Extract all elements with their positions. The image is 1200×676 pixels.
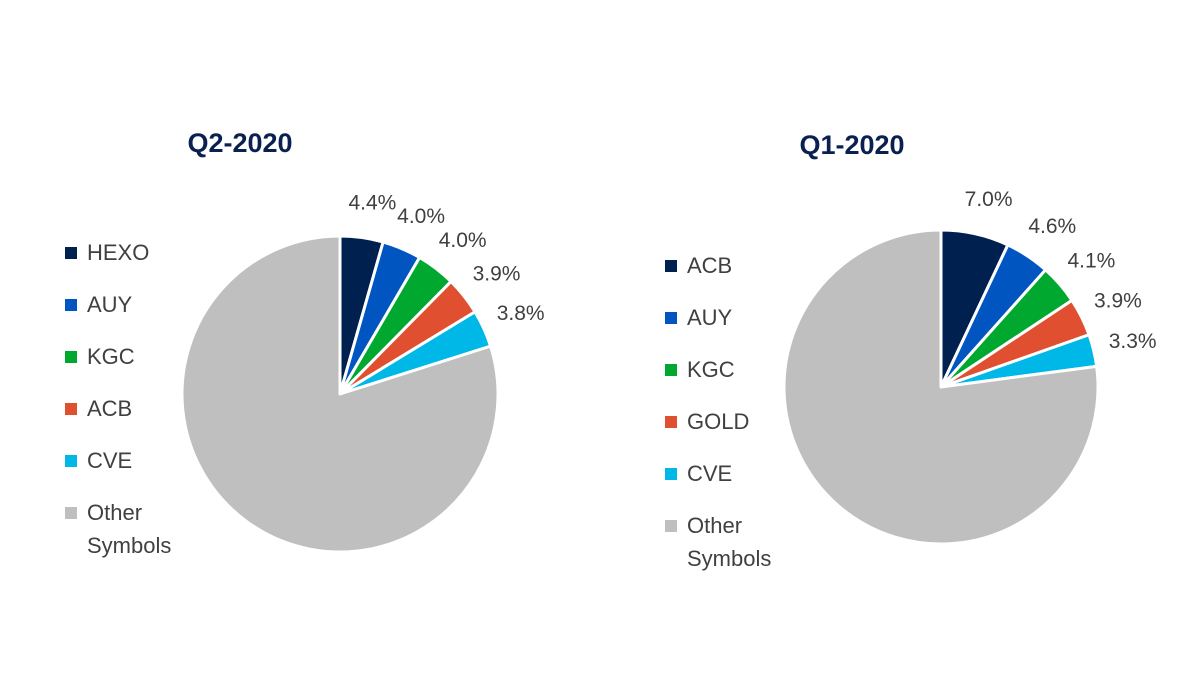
data-label: 3.9% bbox=[1094, 289, 1142, 312]
legend-label: ACB bbox=[687, 253, 733, 278]
legend-label: KGC bbox=[87, 344, 135, 369]
legend-item: KGC bbox=[65, 340, 180, 373]
legend-item: ACB bbox=[65, 392, 180, 425]
legend-item: GOLD bbox=[665, 405, 780, 438]
data-label: 3.3% bbox=[1109, 330, 1157, 353]
legend-label: CVE bbox=[87, 448, 133, 473]
legend-swatch bbox=[665, 364, 677, 376]
data-label: 4.4% bbox=[348, 191, 396, 214]
legend-label: Other Symbols bbox=[687, 513, 772, 571]
legend-label: Other Symbols bbox=[87, 500, 172, 558]
pie-slice bbox=[180, 234, 500, 554]
legend-swatch bbox=[665, 468, 677, 480]
legend-swatch bbox=[665, 520, 677, 532]
legend-swatch bbox=[65, 507, 77, 519]
legend-label: AUY bbox=[687, 305, 733, 330]
legend-swatch bbox=[665, 260, 677, 272]
legend-item: HEXO bbox=[65, 236, 180, 269]
legend-item: CVE bbox=[65, 444, 180, 477]
legend-item: Other Symbols bbox=[65, 496, 180, 562]
legend-label: ACB bbox=[87, 396, 133, 421]
legend-label: HEXO bbox=[87, 240, 150, 265]
legend-swatch bbox=[65, 351, 77, 363]
data-label: 4.1% bbox=[1067, 250, 1115, 273]
data-label: 3.8% bbox=[497, 302, 545, 325]
legend-swatch bbox=[665, 416, 677, 428]
legend-label: GOLD bbox=[687, 409, 750, 434]
legend-swatch bbox=[65, 299, 77, 311]
legend-swatch bbox=[665, 312, 677, 324]
legend-swatch bbox=[65, 455, 77, 467]
legend-item: Other Symbols bbox=[665, 509, 780, 575]
legend-item: ACB bbox=[665, 249, 780, 282]
data-label: 4.0% bbox=[439, 229, 487, 252]
data-label: 3.9% bbox=[473, 262, 521, 285]
legend-item: AUY bbox=[665, 301, 780, 334]
chart-title: Q1-2020 bbox=[799, 130, 904, 160]
legend-label: CVE bbox=[687, 461, 733, 486]
data-label: 4.6% bbox=[1028, 215, 1076, 238]
legend-label: AUY bbox=[87, 292, 133, 317]
chart-title: Q2-2020 bbox=[187, 128, 292, 158]
legend-item: AUY bbox=[65, 288, 180, 321]
legend-item: CVE bbox=[665, 457, 780, 490]
legend-swatch bbox=[65, 403, 77, 415]
data-label: 7.0% bbox=[965, 188, 1013, 211]
legend-swatch bbox=[65, 247, 77, 259]
legend-label: KGC bbox=[687, 357, 735, 382]
legend-item: KGC bbox=[665, 353, 780, 386]
pie-slice bbox=[782, 228, 1100, 546]
data-label: 4.0% bbox=[397, 205, 445, 228]
